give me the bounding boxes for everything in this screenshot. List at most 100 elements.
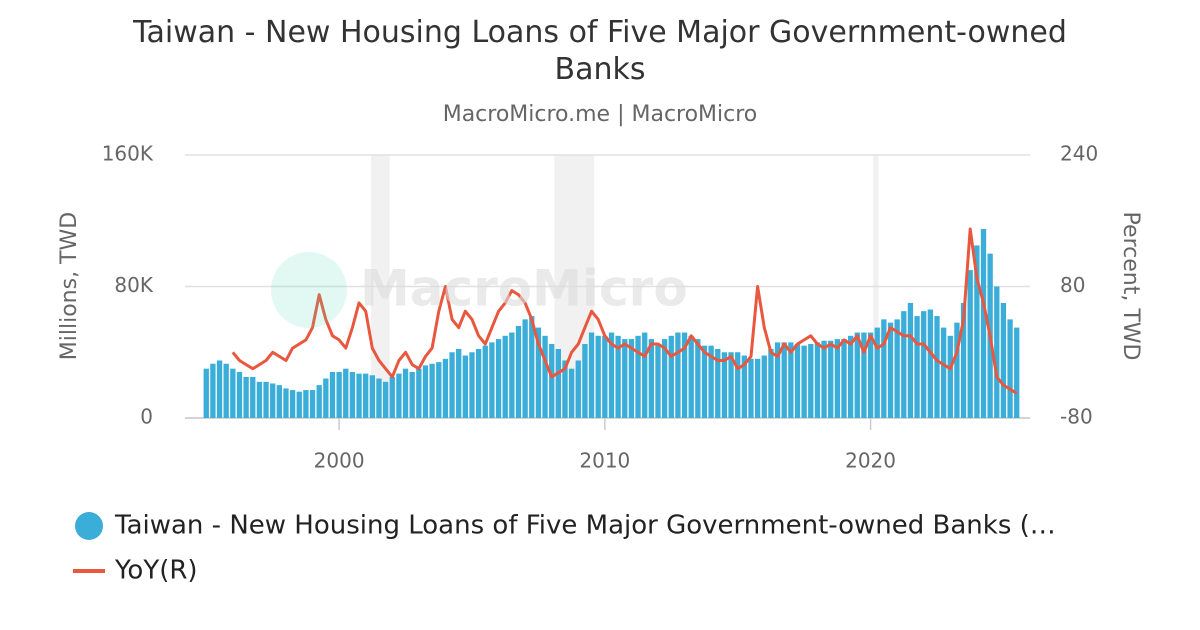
bar bbox=[289, 390, 296, 418]
bar bbox=[475, 348, 482, 418]
bar bbox=[628, 339, 635, 418]
bar bbox=[974, 245, 980, 418]
bar bbox=[635, 335, 641, 418]
bar bbox=[887, 322, 894, 418]
bar bbox=[914, 316, 920, 418]
bar bbox=[210, 363, 216, 418]
legend-label: Taiwan - New Housing Loans of Five Major… bbox=[114, 511, 1056, 541]
y2-tick-label: -80 bbox=[1060, 405, 1093, 429]
bar bbox=[343, 368, 349, 418]
bar bbox=[376, 378, 382, 418]
bar bbox=[1007, 319, 1013, 418]
bar bbox=[688, 335, 694, 418]
bar bbox=[921, 311, 927, 418]
bar bbox=[661, 339, 668, 418]
bar bbox=[522, 319, 528, 418]
bar bbox=[203, 368, 209, 418]
y-tick-label: 160K bbox=[102, 142, 154, 166]
bar bbox=[642, 332, 648, 418]
bar bbox=[748, 358, 754, 418]
bar bbox=[396, 373, 402, 418]
bar bbox=[668, 335, 674, 418]
bar bbox=[529, 316, 535, 418]
bar bbox=[761, 355, 767, 418]
bar bbox=[316, 385, 322, 418]
bar bbox=[349, 371, 356, 418]
bar bbox=[296, 391, 302, 418]
bar bbox=[270, 383, 276, 418]
bar bbox=[382, 381, 389, 418]
x-tick-label: 2020 bbox=[845, 449, 896, 473]
bar bbox=[602, 335, 608, 418]
bar bbox=[230, 368, 236, 418]
bar bbox=[927, 309, 934, 418]
y-tick-label: 80K bbox=[114, 273, 153, 297]
bar bbox=[940, 327, 947, 418]
bar bbox=[429, 363, 435, 418]
bar bbox=[595, 335, 601, 418]
bar bbox=[243, 376, 249, 418]
bar bbox=[263, 381, 269, 418]
chart-title: Taiwan - New Housing Loans of Five Major… bbox=[133, 15, 1067, 87]
bar bbox=[867, 332, 874, 418]
bar bbox=[283, 388, 289, 418]
bar bbox=[622, 339, 628, 418]
bar bbox=[901, 311, 907, 418]
bar bbox=[608, 332, 615, 418]
bar bbox=[509, 332, 515, 418]
bar bbox=[515, 325, 522, 418]
y2-axis-title: Percent, TWD bbox=[1118, 212, 1143, 361]
bar bbox=[954, 322, 960, 418]
bar bbox=[794, 344, 801, 418]
bar bbox=[422, 365, 429, 418]
bar bbox=[363, 373, 369, 418]
bar bbox=[336, 371, 342, 418]
bar bbox=[754, 358, 761, 418]
bar bbox=[894, 319, 900, 418]
bar bbox=[369, 375, 375, 418]
legend-marker bbox=[75, 512, 103, 540]
bar bbox=[934, 316, 940, 418]
bar bbox=[389, 376, 395, 418]
bar bbox=[821, 340, 827, 418]
bar bbox=[615, 335, 621, 418]
bar bbox=[701, 345, 708, 418]
bar bbox=[562, 360, 568, 418]
bar bbox=[535, 327, 542, 418]
bar bbox=[356, 373, 362, 418]
bar bbox=[409, 371, 415, 418]
bar bbox=[416, 368, 422, 418]
bar bbox=[834, 339, 841, 418]
bar bbox=[549, 344, 555, 418]
bar bbox=[502, 335, 508, 418]
bar bbox=[828, 340, 834, 418]
bar bbox=[582, 344, 588, 418]
bar bbox=[323, 378, 329, 418]
bar bbox=[236, 371, 243, 418]
bar bbox=[495, 339, 502, 418]
bar bbox=[960, 302, 967, 418]
bar bbox=[329, 371, 336, 418]
bar bbox=[303, 390, 309, 418]
bar bbox=[728, 352, 734, 418]
bar bbox=[814, 342, 821, 418]
watermark: MacroMicro bbox=[360, 260, 688, 318]
bar bbox=[568, 368, 575, 418]
bar bbox=[735, 352, 741, 418]
chart-subtitle: MacroMicro.me | MacroMicro bbox=[442, 102, 758, 127]
legend-label: YoY(R) bbox=[114, 556, 198, 586]
line bbox=[231, 227, 1018, 395]
bar bbox=[309, 390, 316, 418]
bar bbox=[675, 332, 681, 418]
bar bbox=[808, 344, 814, 418]
bar bbox=[708, 345, 714, 418]
bar bbox=[489, 342, 495, 418]
bar bbox=[907, 302, 914, 418]
bar bbox=[874, 327, 880, 418]
bar bbox=[276, 385, 282, 418]
bar bbox=[947, 335, 953, 418]
bar bbox=[881, 319, 887, 418]
bar bbox=[542, 335, 548, 418]
